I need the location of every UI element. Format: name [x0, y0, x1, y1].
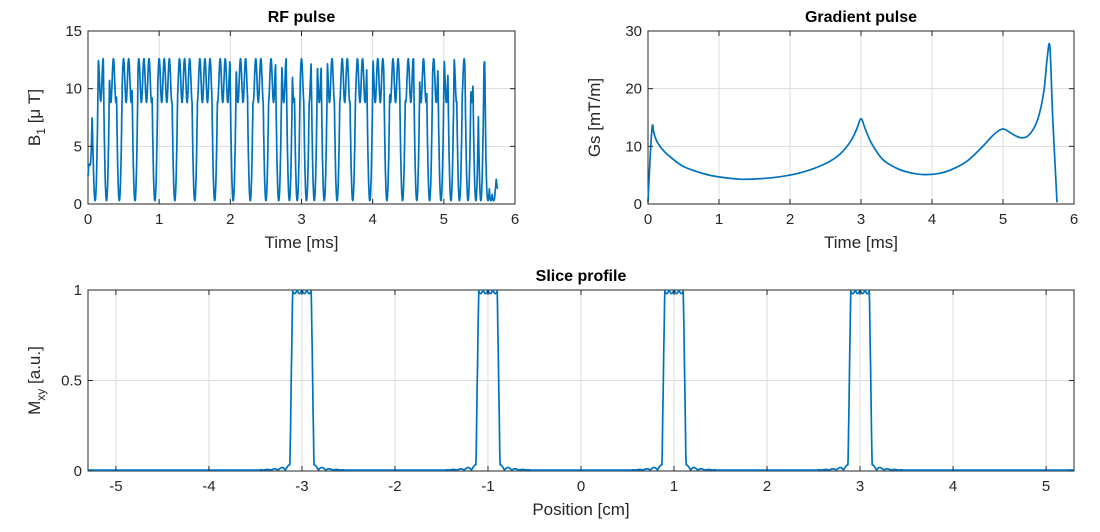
x-tick-label: -3	[295, 478, 308, 495]
x-tick-label: -5	[109, 478, 122, 495]
x-tick-label: 0	[84, 211, 92, 228]
x-tick-label: 3	[857, 211, 865, 228]
x-tick-label: 3	[856, 478, 864, 495]
slice-profile-axes: -5 -4 -3 -2 -1 0 1 2 3 4 5 0 0.5 1 Slice profile Posi…	[25, 268, 1075, 519]
y-tick-label: 15	[65, 23, 82, 40]
x-tick-label: 6	[1070, 211, 1078, 228]
x-tick-label: 4	[949, 478, 957, 495]
rf-y-axis-label: B1 [μ T]	[25, 89, 48, 146]
rf-pulse-title: RF pulse	[268, 9, 336, 26]
slice-x-axis-label: Position [cm]	[532, 500, 629, 519]
y-tick-label: 10	[625, 138, 642, 155]
gradient-y-axis-label: Gs [mT/m]	[585, 78, 604, 157]
x-tick-label: 3	[297, 211, 305, 228]
x-tick-label: -4	[202, 478, 215, 495]
x-tick-label: 1	[715, 211, 723, 228]
slice-profile-title: Slice profile	[536, 268, 627, 285]
gradient-x-axis-label: Time [ms]	[824, 233, 898, 252]
x-tick-label: 6	[511, 211, 519, 228]
rf-pulse-line	[87, 57, 499, 202]
y-tick-label: 0.5	[61, 373, 82, 390]
gradient-pulse-title: Gradient pulse	[805, 9, 917, 26]
x-tick-label: 5	[440, 211, 448, 228]
y-tick-label: 0	[634, 196, 642, 213]
rf-pulse-axes: 0 1 2 3 4 5 6 0 5 10 15 RF pulse Time [ms] B1 [μ T…	[25, 9, 519, 252]
x-tick-label: 0	[577, 478, 585, 495]
x-tick-label: 5	[999, 211, 1007, 228]
rf-x-axis-label: Time [ms]	[265, 233, 339, 252]
x-tick-label: 1	[155, 211, 163, 228]
x-tick-label: 4	[928, 211, 936, 228]
y-tick-label: 5	[74, 138, 82, 155]
y-tick-label: 10	[65, 81, 82, 98]
gradient-pulse-line	[647, 42, 1058, 203]
y-tick-label: 0	[74, 196, 82, 213]
x-tick-label: 2	[763, 478, 771, 495]
x-tick-label: 0	[644, 211, 652, 228]
x-tick-label: -1	[481, 478, 494, 495]
x-tick-label: -2	[388, 478, 401, 495]
slice-y-axis-label: Mxy [a.u.]	[25, 346, 48, 415]
y-tick-label: 1	[74, 282, 82, 299]
x-tick-label: 1	[670, 478, 678, 495]
x-tick-label: 4	[368, 211, 376, 228]
y-tick-label: 0	[74, 463, 82, 480]
x-tick-label: 2	[226, 211, 234, 228]
x-tick-label: 5	[1042, 478, 1050, 495]
x-tick-label: 2	[786, 211, 794, 228]
y-tick-label: 20	[625, 81, 642, 98]
y-tick-label: 30	[625, 23, 642, 40]
